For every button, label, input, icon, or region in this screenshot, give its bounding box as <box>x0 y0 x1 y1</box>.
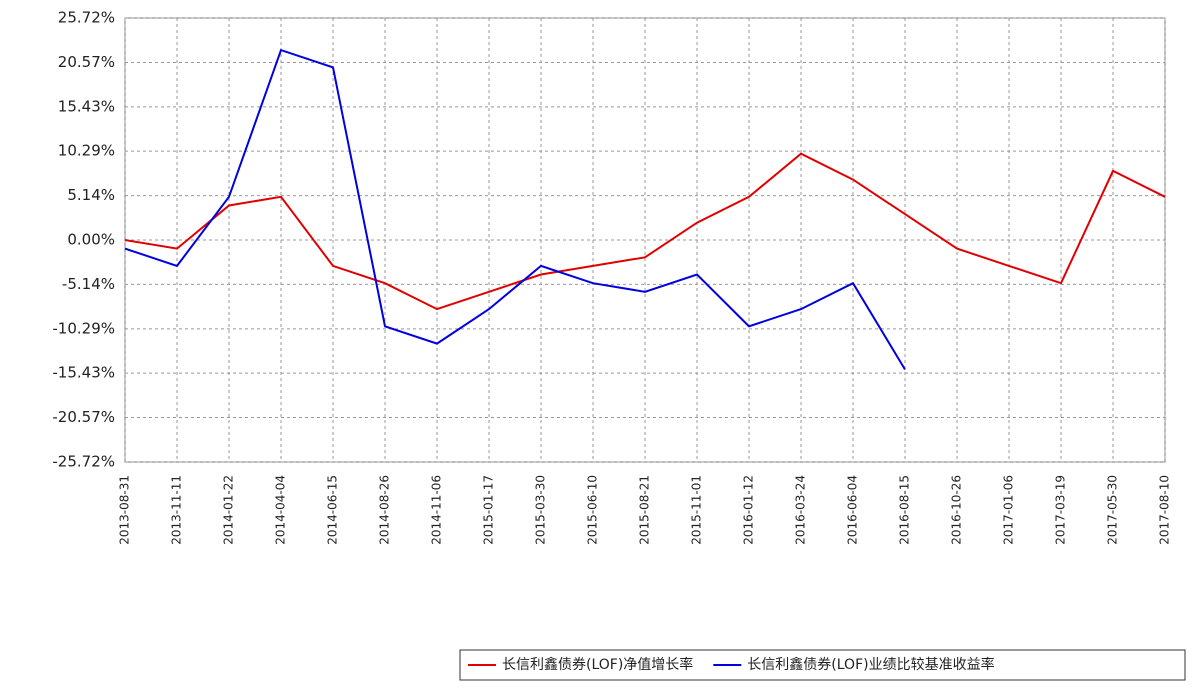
series-line <box>125 154 1165 309</box>
x-tick-label: 2016-06-04 <box>846 475 860 545</box>
x-tick-label: 2015-08-21 <box>638 475 652 545</box>
x-tick-label: 2014-01-22 <box>222 475 236 545</box>
x-tick-label: 2015-03-30 <box>534 475 548 545</box>
y-tick-label: 15.43% <box>58 97 115 115</box>
x-tick-label: 2013-08-31 <box>118 475 132 545</box>
y-tick-label: 10.29% <box>58 142 115 160</box>
x-tick-label: 2017-08-10 <box>1158 475 1172 545</box>
x-tick-label: 2016-03-24 <box>794 475 808 545</box>
y-tick-label: -20.57% <box>52 408 115 426</box>
y-tick-label: 25.72% <box>58 9 115 27</box>
y-tick-label: -10.29% <box>52 319 115 337</box>
legend-label: 长信利鑫债券(LOF)业绩比较基准收益率 <box>747 656 994 673</box>
y-tick-label: -5.14% <box>62 275 115 293</box>
x-tick-label: 2017-05-30 <box>1106 475 1120 545</box>
x-tick-label: 2014-06-15 <box>326 475 340 545</box>
y-tick-label: 5.14% <box>67 186 115 204</box>
x-tick-label: 2017-01-06 <box>1002 475 1016 545</box>
x-tick-label: 2016-01-12 <box>742 475 756 545</box>
x-tick-label: 2015-01-17 <box>482 475 496 545</box>
series-line <box>125 50 905 369</box>
y-tick-label: 20.57% <box>58 53 115 71</box>
x-tick-label: 2014-08-26 <box>378 475 392 545</box>
x-tick-label: 2015-11-01 <box>690 475 704 545</box>
x-tick-label: 2013-11-11 <box>170 475 184 545</box>
y-tick-label: 0.00% <box>67 231 115 249</box>
legend-label: 长信利鑫债券(LOF)净值增长率 <box>502 656 693 673</box>
x-tick-label: 2014-11-06 <box>430 475 444 545</box>
x-tick-label: 2014-04-04 <box>274 475 288 545</box>
y-tick-label: -25.72% <box>52 453 115 471</box>
chart: -25.72% -20.57% -15.43% -10.29% -5.14% 0.00% 5… <box>0 0 1192 684</box>
x-tick-label: 2016-10-26 <box>950 475 964 545</box>
x-tick-label: 2017-03-19 <box>1054 475 1068 545</box>
x-tick-label: 2015-06-10 <box>586 475 600 545</box>
y-tick-label: -15.43% <box>52 364 115 382</box>
x-tick-label: 2016-08-15 <box>898 475 912 545</box>
